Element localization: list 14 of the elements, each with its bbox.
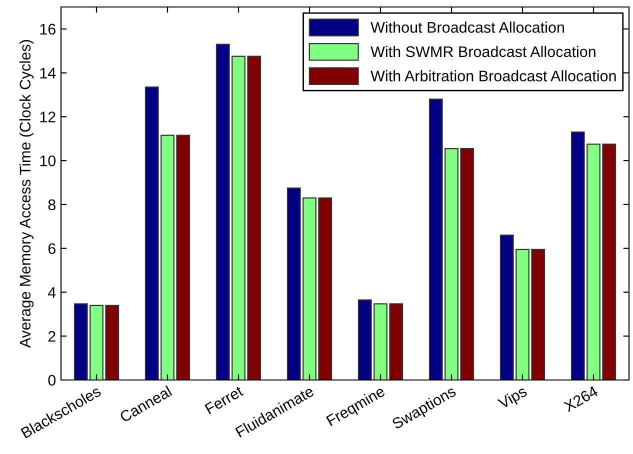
- y-tick-label: 4: [48, 287, 56, 298]
- legend-label: With Arbitration Broadcast Allocation: [370, 70, 616, 82]
- y-tick-label: 16: [40, 24, 56, 35]
- y-tick-label: 2: [48, 330, 56, 342]
- y-axis-title: Average Memory Access Time (Clock Cycles): [19, 40, 34, 348]
- x-tick-label: Vips: [497, 385, 530, 412]
- y-tick-label: 12: [40, 112, 56, 122]
- y-tick-label: 10: [40, 155, 56, 166]
- y-tick-label: 8: [48, 199, 56, 210]
- y-tick-label: 6: [48, 243, 56, 254]
- y-tick-label: 0: [48, 374, 56, 386]
- y-tick-label: 14: [40, 68, 56, 78]
- legend-label: Without Broadcast Allocation: [370, 22, 564, 33]
- legend-label: With SWMR Broadcast Allocation: [370, 46, 596, 58]
